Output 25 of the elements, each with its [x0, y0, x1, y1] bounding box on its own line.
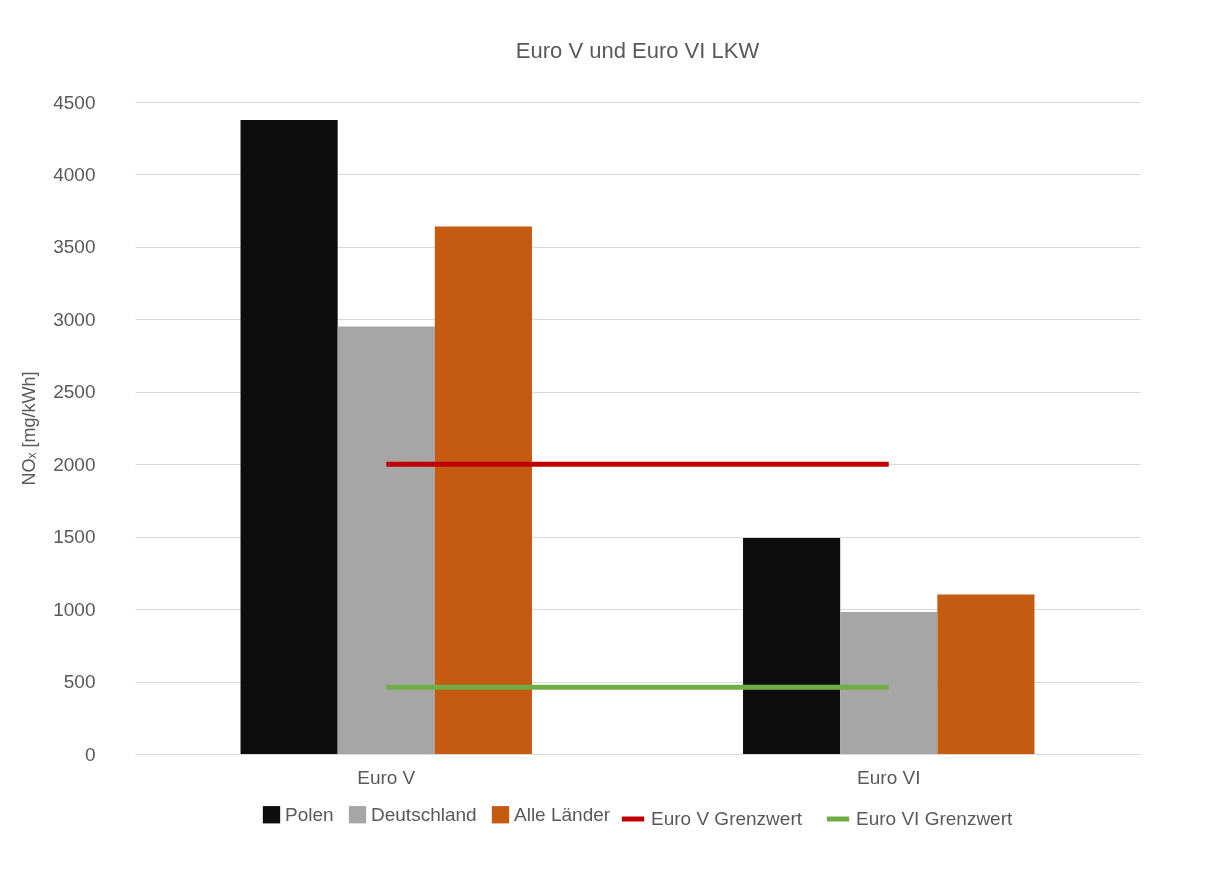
- legend-label: Euro VI Grenzwert: [856, 808, 1013, 829]
- bar: [937, 594, 1035, 754]
- y-tick-label: 2000: [53, 453, 96, 475]
- y-tick-label: 500: [63, 671, 96, 693]
- bar: [434, 226, 532, 754]
- bar: [743, 538, 841, 754]
- bar: [337, 326, 435, 754]
- x-tick-label: Euro VI: [857, 766, 921, 788]
- legend-label: Polen: [285, 803, 334, 825]
- y-tick-label: 0: [84, 743, 96, 765]
- legend-label: Euro V Grenzwert: [651, 808, 803, 829]
- legend-label: Deutschland: [371, 803, 477, 825]
- y-tick-label: 1000: [53, 598, 96, 620]
- chart-title: Euro V und Euro VI LKW: [515, 38, 760, 63]
- y-tick-label: 1500: [53, 526, 96, 548]
- y-axis-title: NOₓ [mg/kWh]: [19, 371, 40, 486]
- y-tick-label: 4000: [53, 163, 96, 185]
- legend-label: Alle Länder: [514, 803, 611, 825]
- y-tick-label: 2500: [53, 381, 96, 403]
- y-tick-label: 4500: [53, 91, 96, 113]
- bar: [840, 612, 938, 754]
- x-tick-label: Euro V: [357, 766, 416, 788]
- bar: [240, 120, 338, 754]
- y-tick-label: 3500: [53, 236, 96, 258]
- y-tick-label: 3000: [53, 308, 96, 330]
